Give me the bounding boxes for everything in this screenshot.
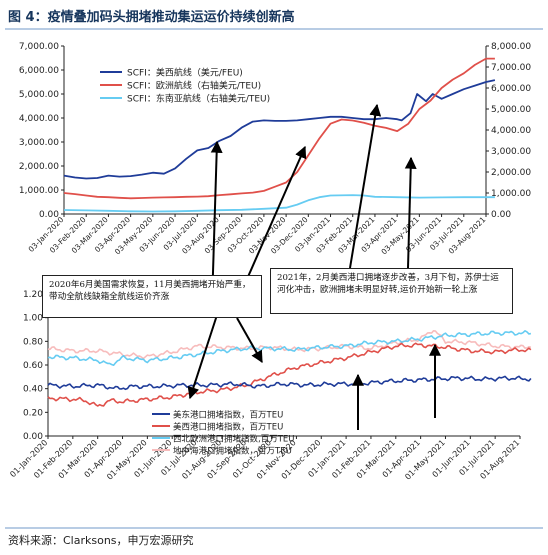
y-tick-label: 0.80 [23,337,43,347]
y-left-tick-label: 3,000.00 [19,138,59,148]
y-right-tick-label: 6,000.00 [491,84,531,94]
y-left-tick-label: 5,000.00 [19,90,59,100]
arrow-to-congestion-jun-2020 [187,314,218,400]
y-left-tick-label: 7,000.00 [19,42,59,52]
y-right-tick-label: 4,000.00 [491,126,531,136]
legend-label-1: 美东港口拥堵指数，百万TEU [173,410,283,421]
legend-label-3: SCFI：东南亚航线（右轴美元/TEU) [127,93,270,105]
arrow-to-congestion-nov-2020 [236,317,263,364]
bottom-rule [5,527,543,529]
scfi-chart: 0.00 1,000.00 2,000.00 3,000.00 4,000.00 5,00… [19,42,531,256]
legend-label-3: 西北欧洲港口拥堵指数,百万TEU [173,434,295,445]
y-tick-label: 0.60 [23,361,43,371]
y-tick-label: 1.20 [23,290,43,300]
y-right-tick-label: 3,000.00 [491,147,531,157]
y-tick-label: 0.40 [23,385,43,395]
arrow-to-feb-2021-peak [349,103,382,269]
y-left-tick-label: 2,000.00 [19,162,59,172]
y-tick-label: 0.00 [23,432,43,442]
annotation-box-2021-congestion: 2021年，2月美西港口拥堵逐步改善，3月下旬，苏伊士运河化冲击，欧洲拥堵未明显… [270,268,513,314]
series-line-1 [63,79,496,180]
series-line-3 [47,330,532,366]
y-tick-label: 1.00 [23,314,43,324]
source-note: 资料来源：Clarksons，申万宏源研究 [8,534,194,547]
figure-title: 图 4：疫情叠加码头拥堵推动集运运价持续创新高 [8,10,295,25]
y-left-tick-label: 1,000.00 [19,186,59,196]
y-left-tick-label: 4,000.00 [19,114,59,124]
legend-label-1: SCFI：美西航线（美元/FEU) [127,67,243,79]
y-tick-label: 0.20 [23,408,43,418]
arrow-to-mar-2021-rise [404,156,417,269]
y-right-tick-label: 2,000.00 [491,168,531,178]
annotation-box-demand-recovery: 2020年6月美国需求恢复，11月美西拥堵开始严重，带动全航线缺箱全航线运价齐涨 [42,275,262,318]
series-line-2 [63,57,495,200]
series-line-2 [47,342,532,407]
legend-label-2: 美西港口拥堵指数，百万TEU [173,422,283,433]
legend-label-4: 地中海港口拥堵指数，百万TEU [173,446,292,457]
congestion-chart: 0.000.200.400.600.801.001.2001-Jan-20200… [8,290,532,482]
y-right-tick-label: 7,000.00 [491,63,531,73]
series-line-3 [63,194,495,213]
y-right-tick-label: 5,000.00 [491,105,531,115]
y-left-tick-label: 0.00 [39,210,59,220]
arrow-to-europe-rise [239,145,307,296]
y-right-tick-label: 8,000.00 [491,42,531,52]
legend-label-2: SCFI：欧洲航线（右轴美元/TEU) [127,80,261,92]
series-line-1 [47,375,532,391]
y-right-tick-label: 0.00 [491,210,511,220]
y-right-tick-label: 1,000.00 [491,189,531,199]
y-left-tick-label: 6,000.00 [19,66,59,76]
top-rule [5,28,543,30]
